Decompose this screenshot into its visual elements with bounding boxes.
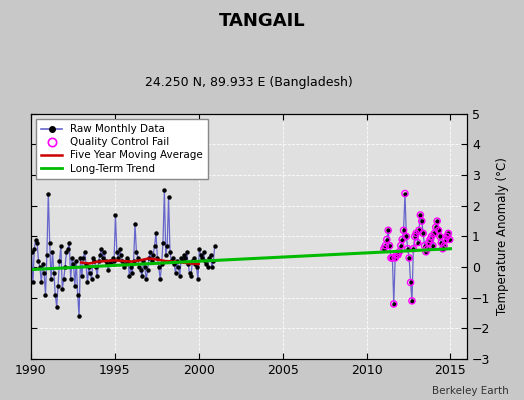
Point (394, 252, 402, 258)
Point (413, 239, 422, 246)
Point (419, 230, 428, 236)
Point (383, 236, 391, 243)
Legend: Raw Monthly Data, Quality Control Fail, Five Year Moving Average, Long-Term Tren: Raw Monthly Data, Quality Control Fail, … (36, 119, 209, 179)
Point (412, 230, 420, 236)
Title: 24.250 N, 89.933 E (Bangladesh): 24.250 N, 89.933 E (Bangladesh) (145, 76, 353, 89)
Point (418, 218, 426, 224)
Point (381, 242, 389, 249)
Point (428, 233, 436, 240)
Point (397, 242, 405, 249)
Point (424, 239, 433, 246)
Point (403, 246, 412, 252)
Y-axis label: Temperature Anomaly (°C): Temperature Anomaly (°C) (496, 158, 509, 315)
Point (416, 212, 424, 218)
Point (415, 227, 423, 234)
Point (395, 248, 403, 255)
Point (440, 242, 449, 249)
Point (434, 227, 443, 234)
Point (392, 252, 401, 258)
Text: Berkeley Earth: Berkeley Earth (432, 386, 508, 396)
Point (408, 298, 416, 304)
Point (433, 218, 441, 224)
Point (384, 227, 392, 234)
Point (420, 242, 429, 249)
Point (429, 242, 437, 249)
Point (401, 190, 409, 197)
Point (437, 239, 445, 246)
Point (398, 236, 406, 243)
Point (405, 255, 413, 261)
Point (409, 246, 418, 252)
Point (432, 224, 440, 230)
Point (445, 236, 454, 243)
Point (391, 255, 399, 261)
Point (388, 255, 397, 261)
Point (387, 255, 395, 261)
Point (441, 236, 450, 243)
Point (443, 233, 451, 240)
Point (402, 233, 411, 240)
Point (439, 246, 447, 252)
Point (399, 227, 408, 234)
Point (422, 248, 430, 255)
Point (411, 233, 419, 240)
Point (430, 230, 439, 236)
Point (423, 246, 432, 252)
Point (436, 233, 444, 240)
Point (385, 242, 394, 249)
Point (380, 246, 388, 252)
Text: TANGAIL: TANGAIL (219, 12, 305, 30)
Point (426, 236, 434, 243)
Point (444, 230, 453, 236)
Point (389, 301, 398, 307)
Point (407, 279, 415, 286)
